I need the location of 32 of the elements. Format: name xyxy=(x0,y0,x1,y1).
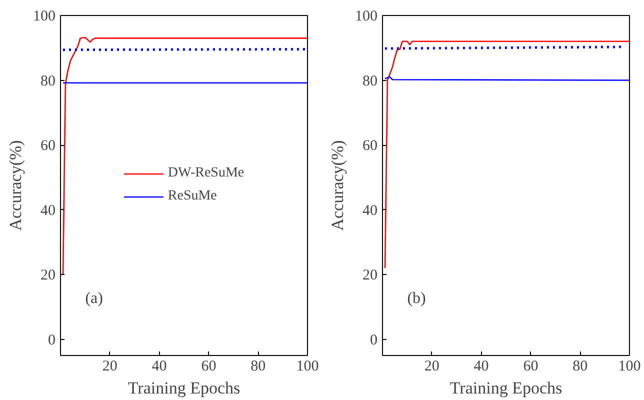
y-tick-label: 40 xyxy=(362,202,378,219)
y-tick-label: 60 xyxy=(40,138,56,154)
line-series xyxy=(62,36,308,276)
x-tick-label: 100 xyxy=(618,358,641,374)
annotation: (a) xyxy=(85,290,103,307)
x-axis-title: Training Epochs xyxy=(450,378,562,398)
x-tick-label: 40 xyxy=(152,358,167,374)
line-series xyxy=(384,40,630,269)
x-tick-label: 80 xyxy=(572,358,588,374)
y-tick-label: 40 xyxy=(40,202,56,219)
y-tick-label: 0 xyxy=(48,332,56,348)
x-tick-label: 80 xyxy=(250,358,266,374)
y-tick-label: 20 xyxy=(362,268,378,284)
y-tick-label: 80 xyxy=(362,73,378,90)
x-tick-label: 100 xyxy=(296,358,319,374)
y-tick-label: 60 xyxy=(362,138,378,154)
y-tick-label: 0 xyxy=(370,332,378,348)
annotation: (b) xyxy=(407,290,426,307)
y-axis-title: Accuracy(%) xyxy=(328,140,347,231)
x-tick-label: 40 xyxy=(474,358,489,374)
y-tick-label: 20 xyxy=(40,268,56,284)
y-tick-label: 80 xyxy=(40,73,56,90)
legend-label: ReSuMe xyxy=(168,188,217,204)
legend-label: DW-ReSuMe xyxy=(168,166,244,182)
x-tick-label: 20 xyxy=(424,358,440,374)
x-tick-label: 60 xyxy=(201,358,216,374)
y-axis-title: Accuracy(%) xyxy=(6,140,25,231)
y-tick-label: 100 xyxy=(355,8,378,24)
x-axis-title: Training Epochs xyxy=(128,378,240,398)
y-tick-label: 100 xyxy=(33,8,56,24)
x-tick-label: 60 xyxy=(523,358,538,374)
x-tick-label: 20 xyxy=(102,358,118,374)
